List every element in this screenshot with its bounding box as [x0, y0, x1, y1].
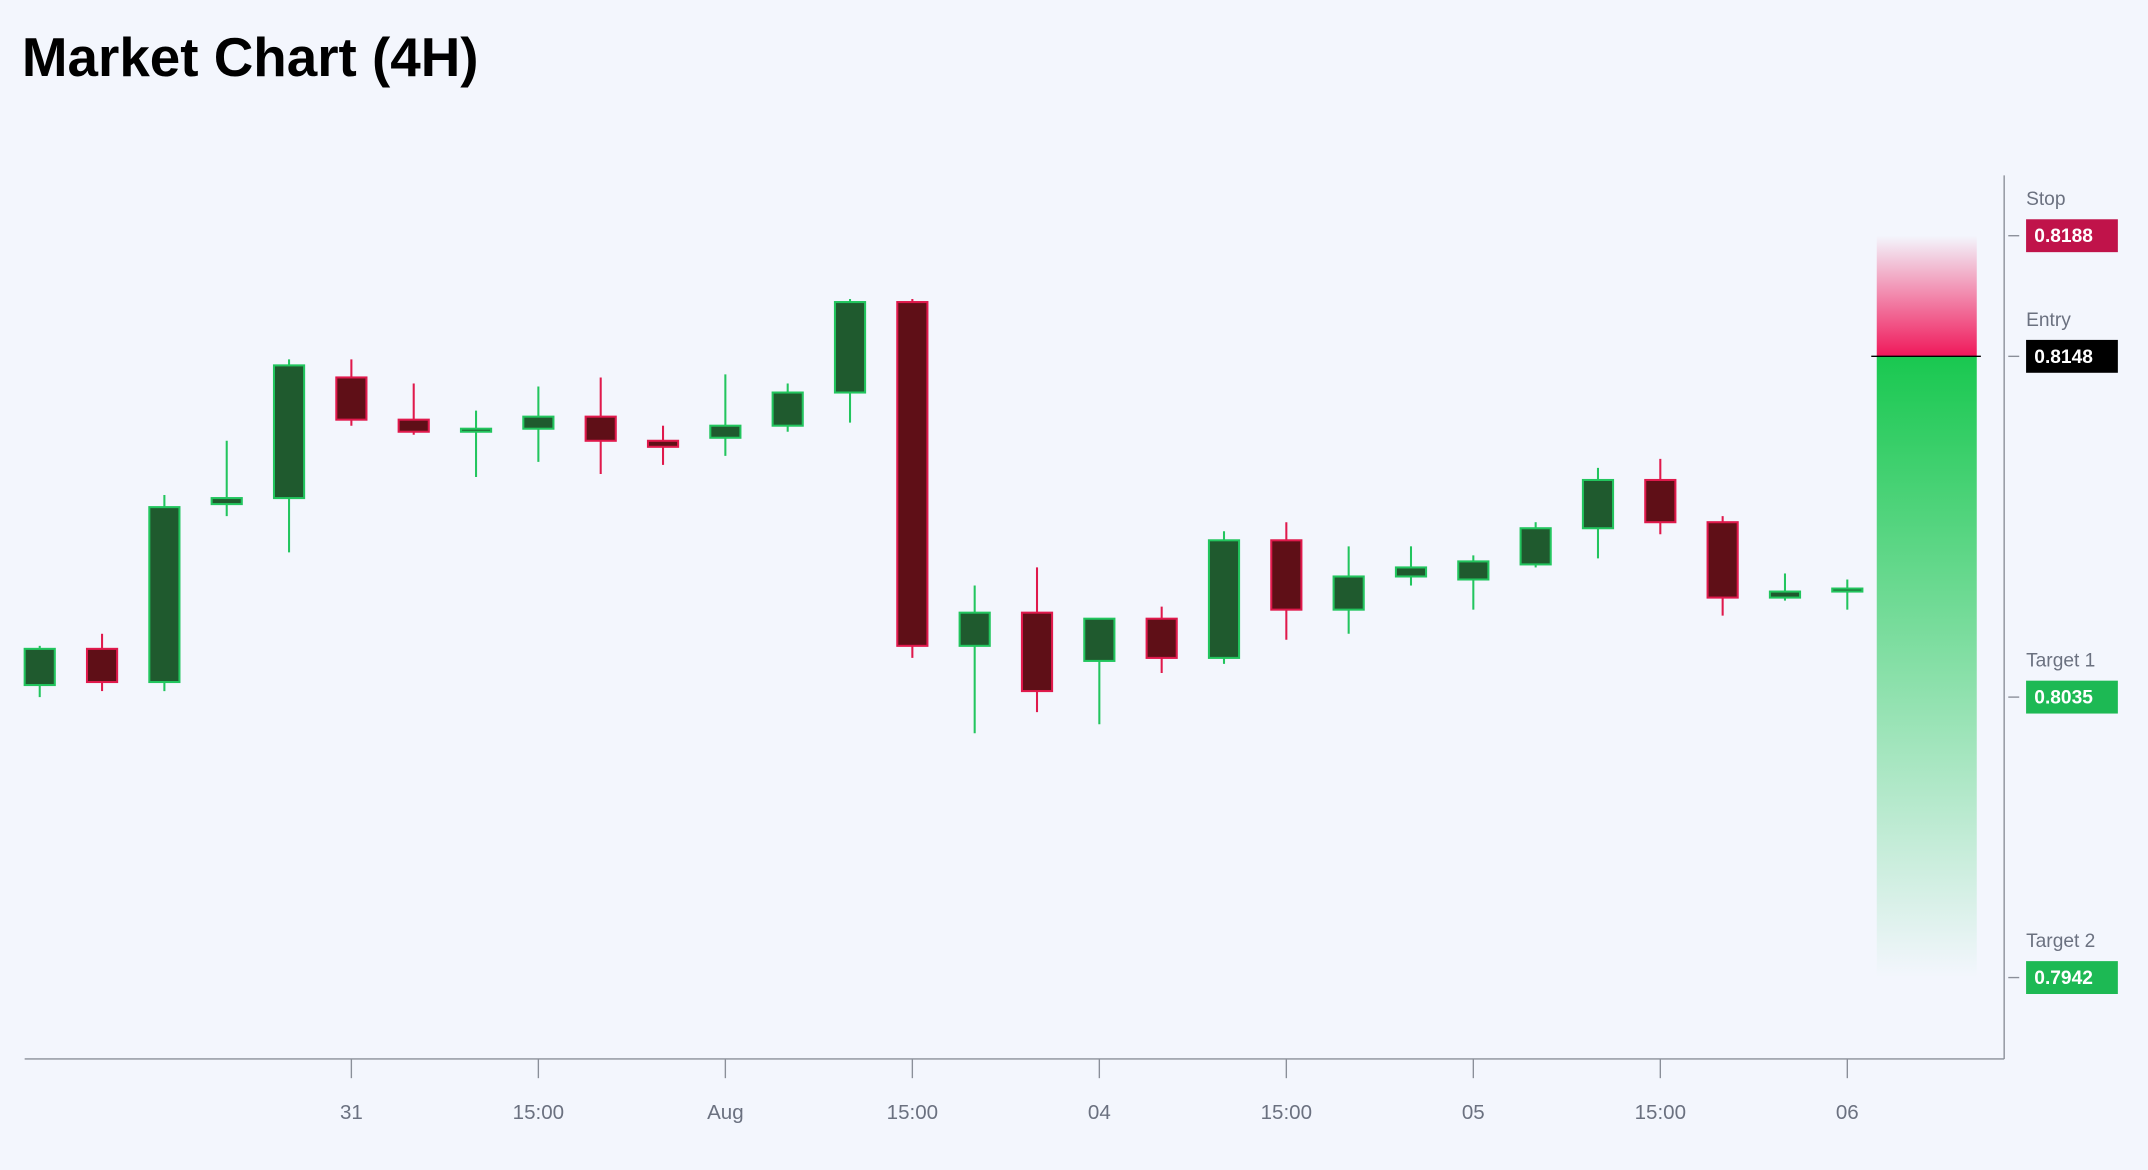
candle-body — [646, 439, 680, 448]
candle-body — [1332, 575, 1365, 611]
candle-body — [958, 611, 991, 647]
level-name: Target 1 — [2026, 651, 2095, 672]
chart-title: Market Chart (4H) — [22, 26, 479, 88]
level-name: Stop — [2026, 189, 2065, 210]
candle-body — [1207, 539, 1241, 659]
candle-body — [210, 497, 243, 506]
x-tick-label: 31 — [340, 1101, 363, 1124]
candle-body — [459, 427, 493, 433]
candle-body — [584, 415, 617, 442]
target-zone — [1876, 356, 1977, 978]
candle-body — [1644, 478, 1677, 524]
candle-body — [1145, 617, 1178, 659]
candle-body — [1581, 478, 1615, 530]
x-tick-label: 15:00 — [1635, 1101, 1686, 1124]
x-tick-label: 15:00 — [513, 1101, 564, 1124]
level-name: Entry — [2026, 310, 2071, 331]
candle-body — [522, 415, 555, 430]
candle-body — [23, 647, 56, 687]
candle-body — [272, 364, 306, 500]
candle-body — [1831, 587, 1864, 593]
candle-body — [1768, 590, 1802, 599]
candle-body — [1519, 527, 1552, 566]
level-value: 0.8035 — [2034, 688, 2093, 709]
level-name: Target 2 — [2026, 931, 2095, 952]
candle-body — [1083, 617, 1116, 662]
candle-body — [1020, 611, 1054, 693]
x-tick-label: 15:00 — [887, 1101, 938, 1124]
candle-body — [335, 376, 368, 421]
x-tick-label: 15:00 — [1261, 1101, 1312, 1124]
level-box — [2026, 961, 2118, 995]
level-value: 0.7942 — [2034, 968, 2093, 989]
x-tick-label: Aug — [707, 1101, 744, 1124]
stop-zone — [1876, 235, 1977, 357]
candle-body — [896, 301, 929, 647]
level-box — [2026, 219, 2118, 253]
candle-body — [833, 301, 867, 394]
candle-body — [1270, 539, 1303, 611]
candle-body — [85, 647, 119, 684]
candle-body — [1457, 560, 1490, 581]
candle-body — [771, 391, 804, 427]
level-box — [2026, 680, 2118, 714]
candle-body — [1394, 566, 1428, 578]
x-tick-label: 05 — [1462, 1101, 1485, 1124]
candle-body — [1706, 521, 1739, 599]
candle-body — [397, 418, 430, 433]
x-tick-label: 04 — [1088, 1101, 1111, 1124]
candle-body — [709, 424, 742, 439]
level-box — [2026, 339, 2118, 373]
candle-body — [148, 506, 181, 684]
x-tick-label: 06 — [1836, 1101, 1859, 1124]
level-value: 0.8188 — [2034, 226, 2093, 247]
level-value: 0.8148 — [2034, 347, 2093, 368]
